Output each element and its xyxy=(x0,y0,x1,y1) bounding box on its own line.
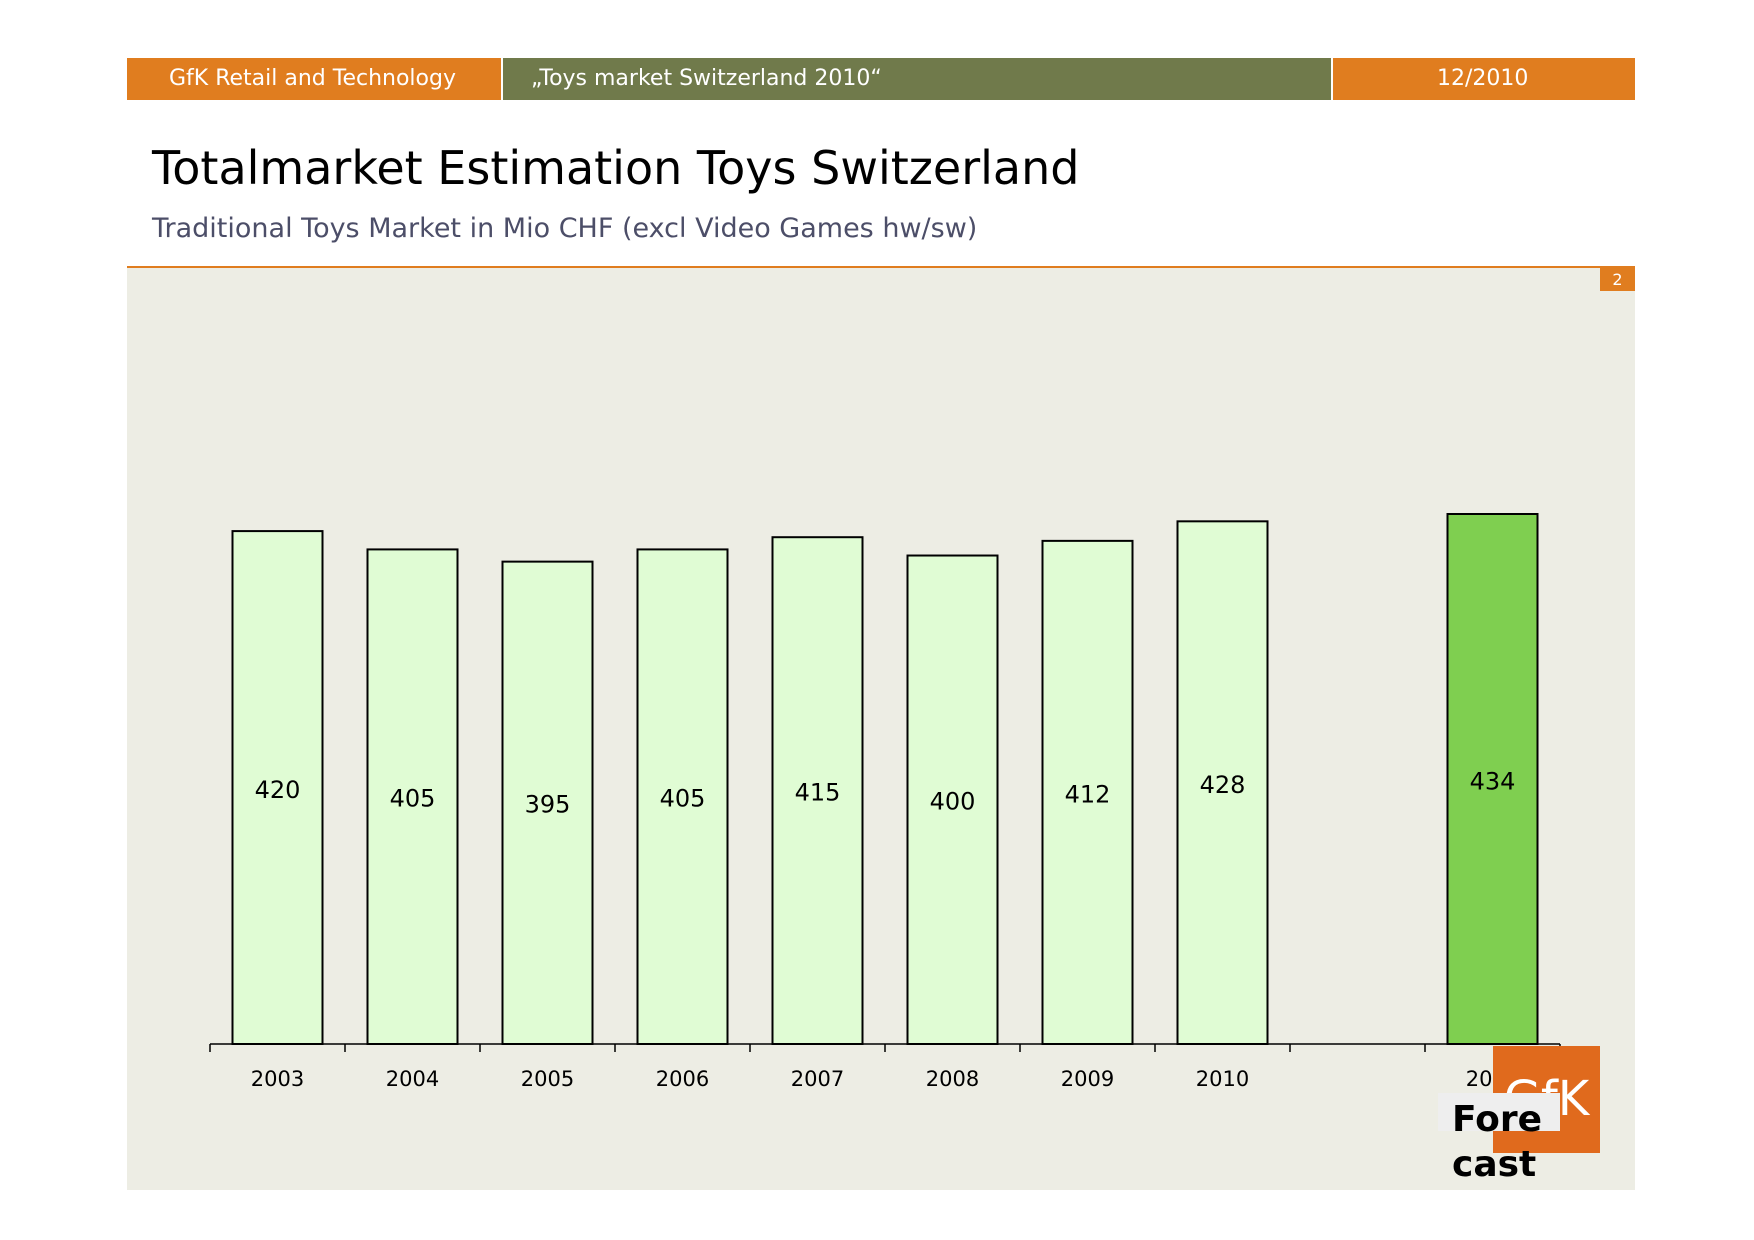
x-tick-label: 2006 xyxy=(656,1067,709,1091)
page-subtitle: Traditional Toys Market in Mio CHF (excl… xyxy=(152,213,978,244)
header-company: GfK Retail and Technology xyxy=(127,58,501,100)
x-axis xyxy=(209,1043,1561,1052)
bar-2007 xyxy=(771,536,864,1045)
x-tick-label: 2004 xyxy=(386,1067,439,1091)
bar-value-label: 395 xyxy=(525,790,571,818)
label-group: 420 2003 405 2004 395 2005 405 2006 415 2007 400 20… xyxy=(251,768,1519,1091)
bar-value-label: 412 xyxy=(1065,780,1111,808)
bar-2005 xyxy=(501,560,594,1045)
bar-group xyxy=(231,513,1539,1045)
bar-value-label: 405 xyxy=(390,785,436,813)
x-tick-label: 2008 xyxy=(926,1067,979,1091)
bar-value-label: 434 xyxy=(1470,768,1516,796)
bar-value-label: 405 xyxy=(660,785,706,813)
forecast-label-background xyxy=(1438,1093,1560,1131)
bar-2009 xyxy=(1041,539,1134,1045)
bar-2010 xyxy=(1176,520,1269,1045)
bar-value-label: 420 xyxy=(255,776,301,804)
bar-2006 xyxy=(636,548,729,1045)
bar-value-label: 428 xyxy=(1200,771,1246,799)
title-divider xyxy=(127,266,1635,268)
header-report-title: „Toys market Switzerland 2010“ xyxy=(503,58,1331,100)
x-tick-label: 2010 xyxy=(1196,1067,1249,1091)
page-title: Totalmarket Estimation Toys Switzerland xyxy=(152,141,1080,195)
x-tick-label: 2003 xyxy=(251,1067,304,1091)
x-tick-label: 2005 xyxy=(521,1067,574,1091)
page-number: 2 xyxy=(1600,268,1635,291)
bar-value-label: 400 xyxy=(930,788,976,816)
bar-value-label: 415 xyxy=(795,779,841,807)
x-tick-label: 2007 xyxy=(791,1067,844,1091)
forecast-label: Fore cast xyxy=(1452,1099,1543,1185)
bar-2008 xyxy=(906,554,999,1045)
header-date: 12/2010 xyxy=(1333,58,1635,100)
x-tick-label: 2009 xyxy=(1061,1067,1114,1091)
